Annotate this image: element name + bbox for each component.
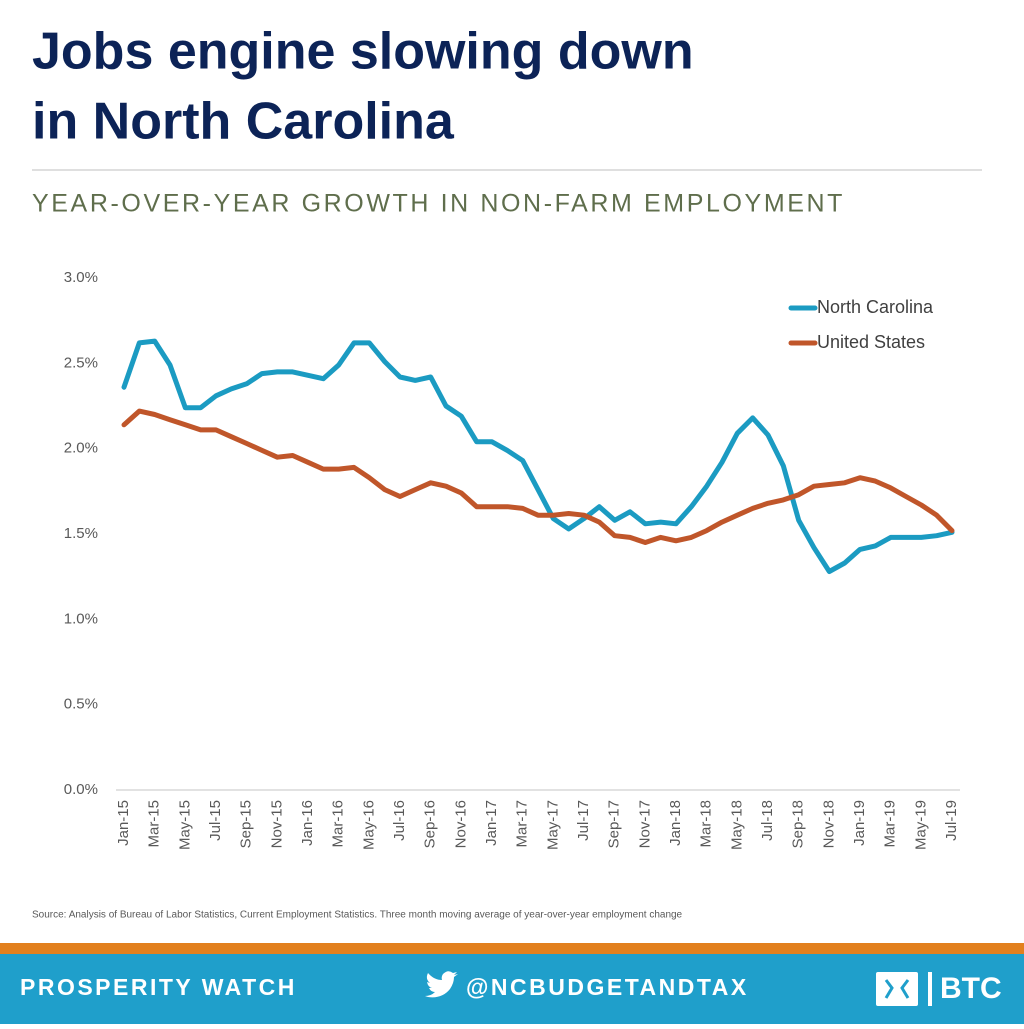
y-tick-label: 2.0% — [64, 440, 98, 457]
logo-bar — [928, 972, 932, 1006]
x-tick-label: Jan-19 — [851, 800, 868, 846]
twitter-icon — [425, 971, 458, 998]
logo-icon — [876, 972, 918, 1006]
x-tick-label: Mar-15 — [146, 800, 163, 848]
x-tick-label: May-17 — [544, 800, 561, 850]
x-tick-label: Nov-15 — [268, 800, 285, 848]
x-tick-label: Jan-16 — [299, 800, 316, 846]
x-tick-label: Nov-16 — [452, 800, 469, 848]
logo-figure — [884, 979, 910, 999]
x-tick-label: Nov-17 — [636, 800, 653, 848]
x-tick-label: Jan-15 — [115, 800, 132, 846]
series-line — [121, 408, 955, 545]
x-tick-label: Sep-16 — [422, 800, 439, 848]
y-tick-label: 1.0% — [64, 610, 98, 627]
chart-title-line2: in North Carolina — [32, 93, 455, 151]
x-tick-label: Sep-18 — [790, 800, 807, 848]
y-tick-label: 0.5% — [64, 696, 98, 713]
legend-label: North Carolina — [817, 297, 934, 317]
x-tick-label: May-16 — [360, 800, 377, 850]
x-tick-label: Jul-16 — [391, 800, 408, 841]
legend-label: United States — [817, 332, 925, 352]
x-tick-label: Sep-15 — [238, 800, 255, 848]
logo-text: BTC — [940, 972, 1002, 1005]
x-tick-label: Sep-17 — [606, 800, 623, 848]
footer-left: PROSPERITY WATCH — [20, 974, 297, 1000]
x-tick-label: Jul-15 — [207, 800, 224, 841]
y-tick-label: 2.5% — [64, 354, 98, 371]
x-tick-label: Jan-17 — [483, 800, 500, 846]
x-tick-label: Mar-16 — [330, 800, 347, 848]
source-note: Source: Analysis of Bureau of Labor Stat… — [32, 910, 683, 921]
x-tick-label: Nov-18 — [820, 800, 837, 848]
x-tick-label: Jan-18 — [667, 800, 684, 846]
footer-band — [0, 954, 1024, 1024]
y-tick-label: 1.5% — [64, 525, 98, 542]
chart-title: Jobs engine slowing down — [32, 23, 694, 81]
x-tick-label: Mar-19 — [882, 800, 899, 848]
x-tick-label: Jul-18 — [759, 800, 776, 841]
x-tick-label: Mar-18 — [698, 800, 715, 848]
x-tick-label: Jul-19 — [943, 800, 960, 841]
footer-stripe — [0, 943, 1024, 954]
y-tick-label: 0.0% — [64, 781, 98, 798]
x-tick-label: May-18 — [728, 800, 745, 850]
footer-handle: @NCBUDGETANDTAX — [466, 974, 749, 1000]
x-tick-label: Jul-17 — [575, 800, 592, 841]
x-tick-label: May-15 — [176, 800, 193, 850]
series-line — [121, 338, 955, 574]
chart-subtitle: YEAR-OVER-YEAR GROWTH IN NON-FARM EMPLOY… — [32, 190, 845, 218]
x-tick-label: May-19 — [912, 800, 929, 850]
x-tick-label: Mar-17 — [514, 800, 531, 848]
y-tick-label: 3.0% — [64, 269, 98, 286]
